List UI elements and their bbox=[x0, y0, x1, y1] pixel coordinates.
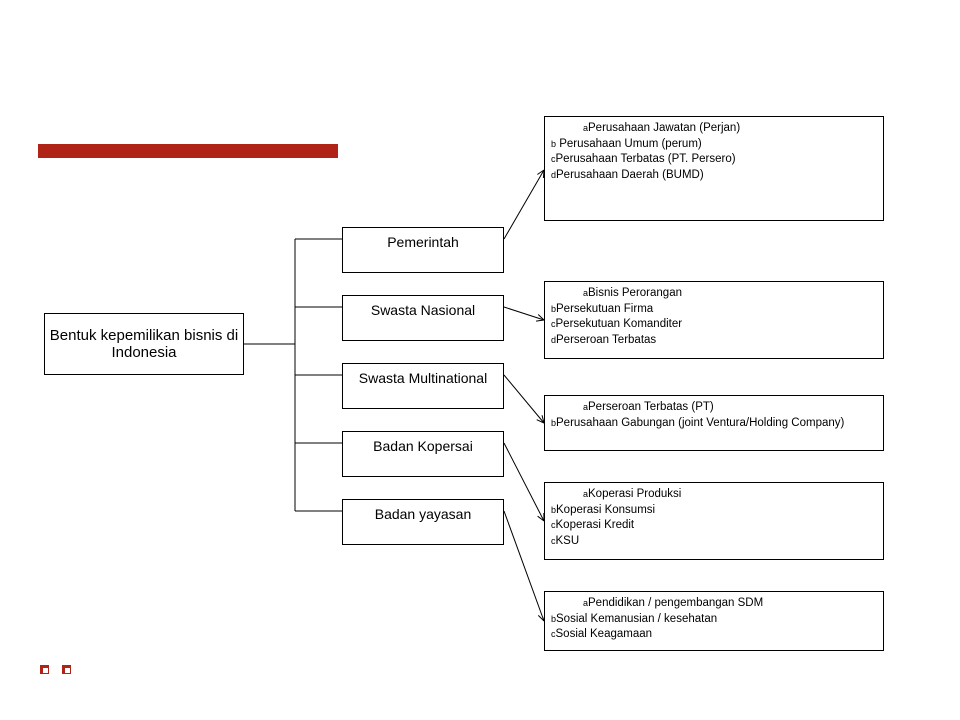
detail-line: dPerseroan Terbatas bbox=[551, 333, 879, 349]
detail-text: Persekutuan Komanditer bbox=[556, 318, 683, 330]
mid-node: Badan yayasan bbox=[342, 499, 504, 545]
detail-node: aPerusahaan Jawatan (Perjan)b Perusahaan… bbox=[544, 116, 884, 221]
mid-label: Swasta Nasional bbox=[371, 302, 475, 318]
detail-node: aKoperasi ProduksibKoperasi KonsumsicKop… bbox=[544, 482, 884, 560]
detail-line: aPerusahaan Jawatan (Perjan) bbox=[551, 121, 879, 137]
detail-text: Perseroan Terbatas (PT) bbox=[588, 401, 714, 413]
detail-text: Koperasi Konsumsi bbox=[556, 504, 655, 516]
detail-text: Perusahaan Terbatas (PT. Persero) bbox=[556, 153, 736, 165]
detail-line: cKSU bbox=[551, 534, 879, 550]
detail-line: aBisnis Perorangan bbox=[551, 286, 879, 302]
detail-line: aPerseroan Terbatas (PT) bbox=[551, 400, 879, 416]
detail-text: Sosial Keagamaan bbox=[556, 628, 653, 640]
detail-line: bPersekutuan Firma bbox=[551, 302, 879, 318]
mid-node: Badan Kopersai bbox=[342, 431, 504, 477]
detail-text: Sosial Kemanusian / kesehatan bbox=[556, 613, 717, 625]
mid-node: Swasta Multinational bbox=[342, 363, 504, 409]
mid-label: Badan yayasan bbox=[375, 506, 472, 522]
detail-line: dPerusahaan Daerah (BUMD) bbox=[551, 168, 879, 184]
mid-node: Pemerintah bbox=[342, 227, 504, 273]
detail-node: aPendidikan / pengembangan SDMbSosial Ke… bbox=[544, 591, 884, 651]
detail-text: Bisnis Perorangan bbox=[588, 287, 682, 299]
detail-text: KSU bbox=[556, 535, 580, 547]
root-node: Bentuk kepemilikan bisnis di Indonesia bbox=[44, 313, 244, 375]
mid-node: Swasta Nasional bbox=[342, 295, 504, 341]
detail-node: aPerseroan Terbatas (PT)bPerusahaan Gabu… bbox=[544, 395, 884, 451]
footer-bullet bbox=[62, 665, 71, 674]
detail-line: cKoperasi Kredit bbox=[551, 518, 879, 534]
detail-line: b Perusahaan Umum (perum) bbox=[551, 137, 879, 153]
detail-line: bSosial Kemanusian / kesehatan bbox=[551, 612, 879, 628]
mid-label: Swasta Multinational bbox=[359, 370, 487, 386]
detail-text: Perseroan Terbatas bbox=[556, 334, 656, 346]
detail-line: bKoperasi Konsumsi bbox=[551, 503, 879, 519]
detail-node: aBisnis PeroranganbPersekutuan FirmacPer… bbox=[544, 281, 884, 359]
detail-line: aPendidikan / pengembangan SDM bbox=[551, 596, 879, 612]
detail-text: Koperasi Produksi bbox=[588, 488, 681, 500]
detail-line: cSosial Keagamaan bbox=[551, 627, 879, 643]
detail-text: Pendidikan / pengembangan SDM bbox=[588, 597, 763, 609]
detail-text: Perusahaan Gabungan (joint Ventura/Holdi… bbox=[556, 417, 844, 429]
root-label: Bentuk kepemilikan bisnis di Indonesia bbox=[45, 327, 243, 361]
detail-text: Perusahaan Umum (perum) bbox=[556, 138, 702, 150]
detail-text: Koperasi Kredit bbox=[556, 519, 635, 531]
detail-line: bPerusahaan Gabungan (joint Ventura/Hold… bbox=[551, 416, 879, 432]
detail-line: aKoperasi Produksi bbox=[551, 487, 879, 503]
detail-text: Perusahaan Daerah (BUMD) bbox=[556, 169, 704, 181]
detail-line: cPerusahaan Terbatas (PT. Persero) bbox=[551, 152, 879, 168]
detail-line: cPersekutuan Komanditer bbox=[551, 317, 879, 333]
footer-bullet bbox=[40, 665, 49, 674]
mid-label: Pemerintah bbox=[387, 234, 459, 250]
detail-text: Persekutuan Firma bbox=[556, 303, 653, 315]
detail-text: Perusahaan Jawatan (Perjan) bbox=[588, 122, 740, 134]
mid-label: Badan Kopersai bbox=[373, 438, 473, 454]
accent-bar bbox=[38, 144, 338, 158]
